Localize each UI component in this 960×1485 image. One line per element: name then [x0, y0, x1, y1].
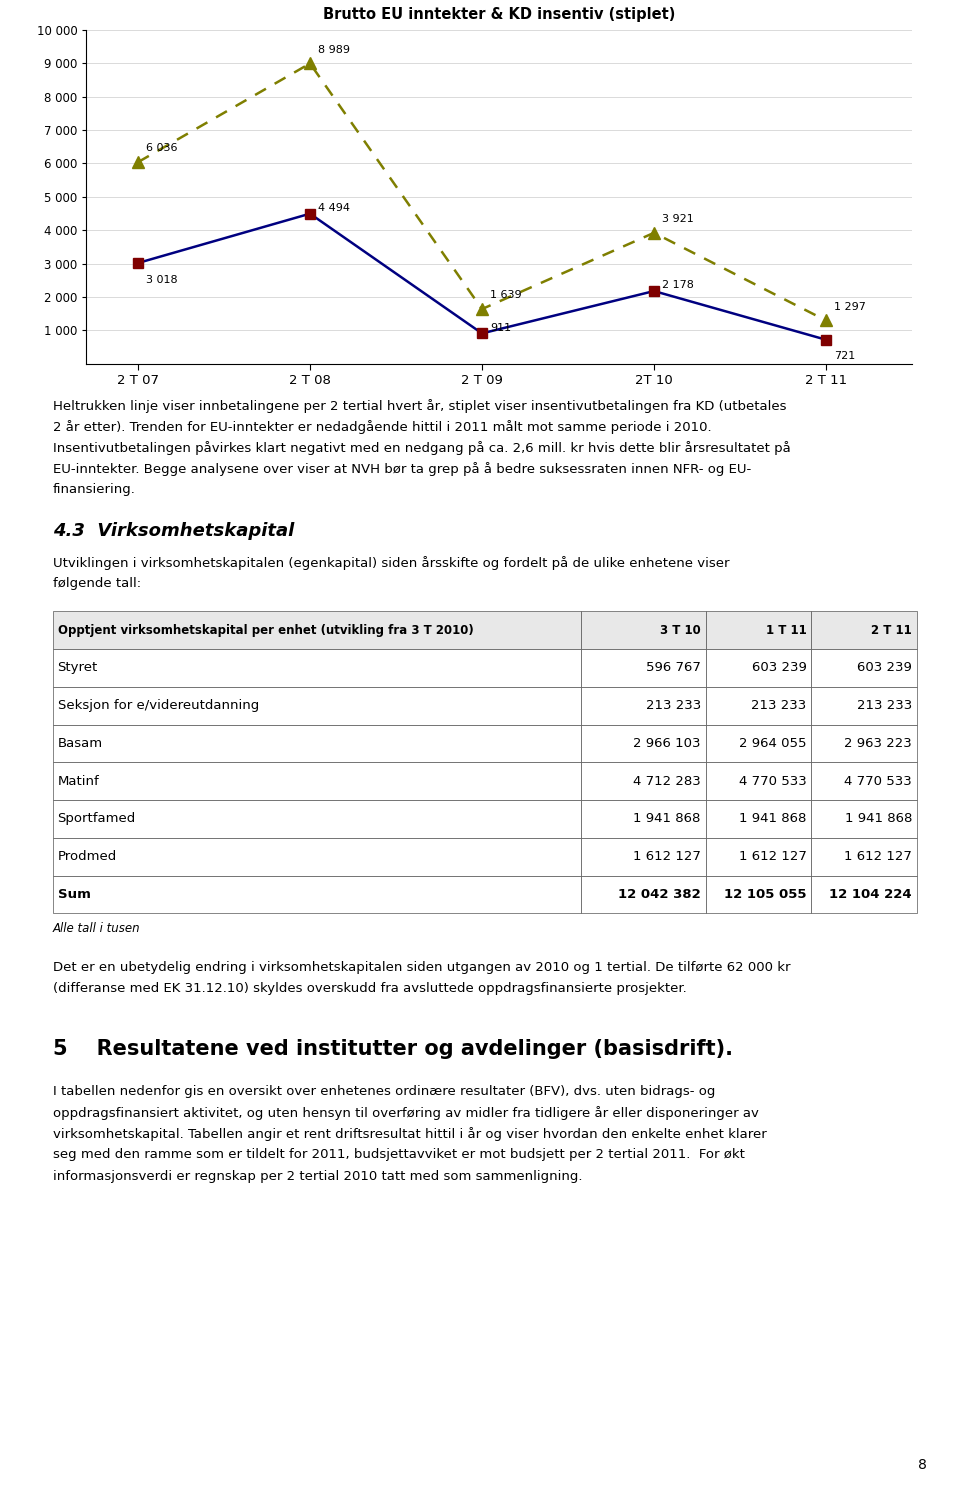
Text: Matinf: Matinf — [58, 775, 99, 787]
Text: 213 233: 213 233 — [856, 699, 912, 713]
Text: 721: 721 — [834, 352, 855, 361]
Bar — [811, 612, 917, 649]
Text: 4 494: 4 494 — [319, 203, 350, 214]
Text: virksomhetskapital. Tabellen angir et rent driftsresultat hittil i år og viser h: virksomhetskapital. Tabellen angir et re… — [53, 1127, 766, 1142]
Text: 596 767: 596 767 — [646, 661, 701, 674]
Text: 5    Resultatene ved institutter og avdelinger (basisdrift).: 5 Resultatene ved institutter og avdelin… — [53, 1038, 732, 1059]
Bar — [53, 649, 581, 686]
Bar — [706, 762, 811, 800]
Text: oppdragsfinansiert aktivitet, og uten hensyn til overføring av midler fra tidlig: oppdragsfinansiert aktivitet, og uten he… — [53, 1106, 758, 1120]
Bar — [811, 649, 917, 686]
Bar — [811, 876, 917, 913]
Text: informasjonsverdi er regnskap per 2 tertial 2010 tatt med som sammenligning.: informasjonsverdi er regnskap per 2 tert… — [53, 1170, 583, 1182]
Text: 3 921: 3 921 — [662, 214, 694, 224]
Text: EU-inntekter. Begge analysene over viser at NVH bør ta grep på å bedre suksessra: EU-inntekter. Begge analysene over viser… — [53, 462, 751, 475]
Text: I tabellen nedenfor gis en oversikt over enhetenes ordinære resultater (BFV), dv: I tabellen nedenfor gis en oversikt over… — [53, 1086, 715, 1097]
Text: Det er en ubetydelig endring i virksomhetskapitalen siden utgangen av 2010 og 1 : Det er en ubetydelig endring i virksomhe… — [53, 961, 790, 974]
Text: 2 178: 2 178 — [662, 281, 694, 291]
Bar — [811, 762, 917, 800]
Bar — [581, 838, 706, 876]
Text: Sportfamed: Sportfamed — [58, 812, 136, 826]
Bar — [811, 838, 917, 876]
Text: Sum: Sum — [58, 888, 90, 901]
Text: (differanse med EK 31.12.10) skyldes overskudd fra avsluttede oppdragsfinansiert: (differanse med EK 31.12.10) skyldes ove… — [53, 982, 686, 995]
Bar — [706, 838, 811, 876]
Bar — [581, 762, 706, 800]
Text: 1 297: 1 297 — [834, 301, 866, 312]
Bar — [581, 725, 706, 762]
Text: følgende tall:: følgende tall: — [53, 576, 141, 590]
Text: 8 989: 8 989 — [319, 45, 350, 55]
Text: Styret: Styret — [58, 661, 98, 674]
Text: 603 239: 603 239 — [857, 661, 912, 674]
Text: 12 104 224: 12 104 224 — [829, 888, 912, 901]
Bar — [706, 800, 811, 838]
Bar — [706, 725, 811, 762]
Text: 2 964 055: 2 964 055 — [739, 737, 806, 750]
Text: 4 770 533: 4 770 533 — [738, 775, 806, 787]
Text: 4.3  Virksomhetskapital: 4.3 Virksomhetskapital — [53, 521, 294, 541]
Text: 2 963 223: 2 963 223 — [844, 737, 912, 750]
Text: 2 år etter). Trenden for EU-inntekter er nedadgående hittil i 2011 målt mot samm: 2 år etter). Trenden for EU-inntekter er… — [53, 420, 711, 434]
Bar — [581, 686, 706, 725]
Bar — [811, 725, 917, 762]
Text: 3 T 10: 3 T 10 — [660, 624, 701, 637]
Text: 12 105 055: 12 105 055 — [724, 888, 806, 901]
Text: 12 042 382: 12 042 382 — [618, 888, 701, 901]
Bar — [581, 800, 706, 838]
Text: 213 233: 213 233 — [645, 699, 701, 713]
Bar — [53, 762, 581, 800]
Text: 1 612 127: 1 612 127 — [633, 851, 701, 863]
Text: 911: 911 — [491, 322, 512, 333]
Text: 1 941 868: 1 941 868 — [634, 812, 701, 826]
Text: 1 941 868: 1 941 868 — [739, 812, 806, 826]
Text: 2 966 103: 2 966 103 — [634, 737, 701, 750]
Bar — [811, 686, 917, 725]
Text: 1 T 11: 1 T 11 — [766, 624, 806, 637]
Text: Opptjent virksomhetskapital per enhet (utvikling fra 3 T 2010): Opptjent virksomhetskapital per enhet (u… — [58, 624, 473, 637]
Bar — [581, 649, 706, 686]
Text: 3 018: 3 018 — [146, 275, 178, 285]
Text: seg med den ramme som er tildelt for 2011, budsjettavviket er mot budsjett per 2: seg med den ramme som er tildelt for 201… — [53, 1148, 745, 1161]
Bar — [53, 725, 581, 762]
Text: Basam: Basam — [58, 737, 103, 750]
Bar — [581, 612, 706, 649]
Text: 4 712 283: 4 712 283 — [633, 775, 701, 787]
Title: Brutto EU inntekter & KD insentiv (stiplet): Brutto EU inntekter & KD insentiv (stipl… — [323, 6, 676, 22]
Bar — [706, 686, 811, 725]
Bar — [53, 686, 581, 725]
Bar — [53, 612, 581, 649]
Text: 4 770 533: 4 770 533 — [844, 775, 912, 787]
Bar — [706, 612, 811, 649]
Text: Utviklingen i virksomhetskapitalen (egenkapital) siden årsskifte og fordelt på d: Utviklingen i virksomhetskapitalen (egen… — [53, 555, 730, 570]
Bar — [811, 800, 917, 838]
Text: Heltrukken linje viser innbetalingene per 2 tertial hvert år, stiplet viser inse: Heltrukken linje viser innbetalingene pe… — [53, 398, 786, 413]
Bar — [706, 649, 811, 686]
Bar — [53, 876, 581, 913]
Text: 1 612 127: 1 612 127 — [844, 851, 912, 863]
Text: 603 239: 603 239 — [752, 661, 806, 674]
Text: 1 612 127: 1 612 127 — [738, 851, 806, 863]
Text: 8: 8 — [918, 1458, 926, 1472]
Bar — [53, 800, 581, 838]
Text: 213 233: 213 233 — [751, 699, 806, 713]
Text: Prodmed: Prodmed — [58, 851, 117, 863]
Text: 1 639: 1 639 — [491, 290, 522, 300]
Text: Insentivutbetalingen påvirkes klart negativt med en nedgang på ca. 2,6 mill. kr : Insentivutbetalingen påvirkes klart nega… — [53, 441, 790, 454]
Bar — [581, 876, 706, 913]
Text: 1 941 868: 1 941 868 — [845, 812, 912, 826]
Text: finansiering.: finansiering. — [53, 483, 135, 496]
Bar — [706, 876, 811, 913]
Text: 2 T 11: 2 T 11 — [872, 624, 912, 637]
Text: Alle tall i tusen: Alle tall i tusen — [53, 922, 140, 936]
Bar — [53, 838, 581, 876]
Text: 6 036: 6 036 — [146, 143, 178, 153]
Text: Seksjon for e/videreutdanning: Seksjon for e/videreutdanning — [58, 699, 259, 713]
